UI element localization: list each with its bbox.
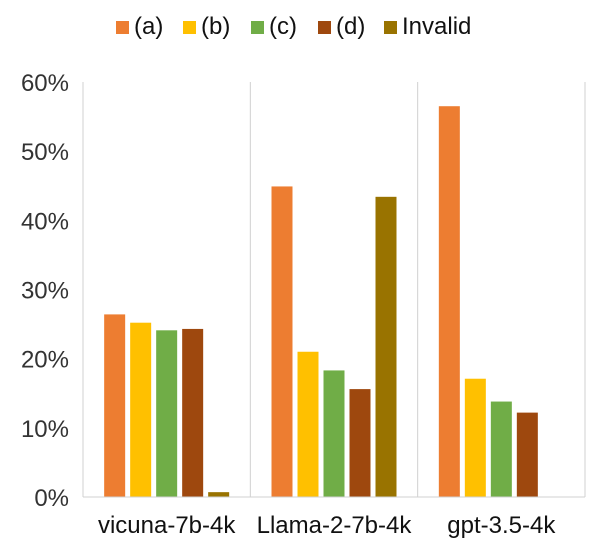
bar: [323, 370, 345, 497]
bar: [208, 492, 230, 497]
legend-label: (a): [134, 13, 163, 40]
y-tick-label: 0%: [34, 485, 69, 512]
bar: [349, 389, 371, 497]
x-tick-label: gpt-3.5-4k: [447, 512, 556, 539]
legend-swatch: [318, 21, 331, 34]
y-axis: 0% 10% 20% 30% 40% 50% 60%: [21, 70, 84, 512]
bar: [438, 106, 460, 497]
y-tick-label: 60%: [21, 70, 69, 97]
bar: [516, 412, 538, 497]
legend-label: (d): [336, 13, 365, 40]
y-tick-label: 50%: [21, 139, 69, 166]
bar: [490, 401, 512, 497]
bar: [182, 328, 204, 497]
bar: [130, 322, 152, 497]
x-tick-label: Llama-2-7b-4k: [257, 512, 413, 539]
bar: [271, 186, 293, 498]
y-tick-label: 30%: [21, 278, 69, 305]
y-tick-label: 10%: [21, 416, 69, 443]
legend-label: Invalid: [402, 13, 471, 40]
legend: (a) (b) (c) (d) Invalid: [116, 13, 471, 40]
legend-label: (c): [269, 13, 297, 40]
bar: [297, 351, 319, 497]
legend-swatch: [251, 21, 264, 34]
x-tick-label: vicuna-7b-4k: [98, 512, 236, 539]
bar: [375, 196, 397, 498]
y-tick-label: 20%: [21, 347, 69, 374]
legend-swatch: [116, 21, 129, 34]
legend-swatch: [183, 21, 196, 34]
x-axis: vicuna-7b-4k Llama-2-7b-4k gpt-3.5-4k: [83, 496, 585, 539]
bar: [156, 330, 178, 497]
bar: [464, 378, 486, 497]
legend-swatch: [384, 21, 397, 34]
plot-area: [104, 82, 586, 498]
bar: [104, 314, 126, 497]
legend-label: (b): [201, 13, 230, 40]
y-tick-label: 40%: [21, 208, 69, 235]
